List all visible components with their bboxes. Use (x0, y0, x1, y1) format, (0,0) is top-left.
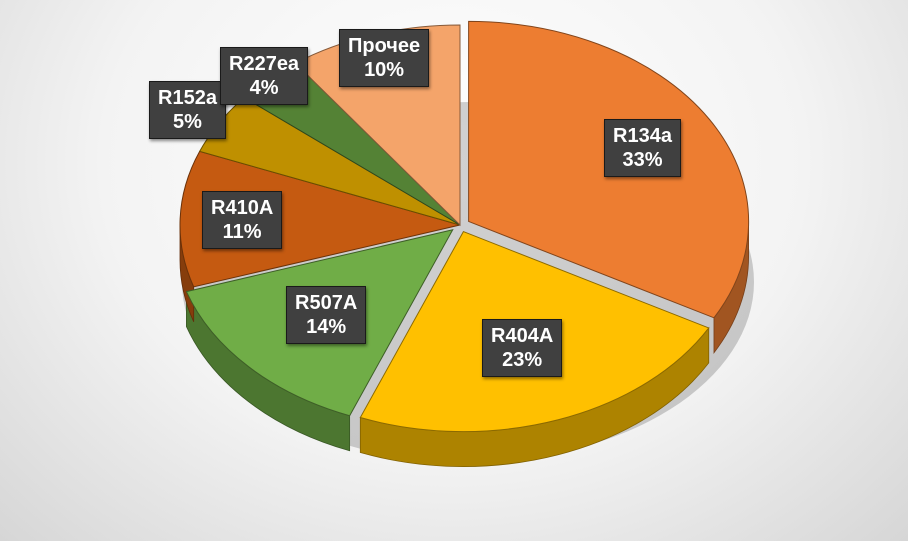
data-label-r152a: R152a 5% (149, 81, 226, 139)
data-label-value: 10% (364, 59, 405, 81)
data-label-category: R507A (295, 292, 358, 314)
data-label-r410a: R410A 11% (202, 191, 283, 249)
data-label-r507a: R507A 14% (286, 286, 367, 344)
data-label-category: Прочее (348, 35, 421, 57)
data-label-r134a: R134a 33% (604, 119, 681, 177)
data-label-value: 5% (173, 111, 202, 133)
slice-r410a (179, 150, 461, 288)
data-label-r404a: R404A 23% (482, 319, 563, 377)
data-label-value: 23% (502, 349, 543, 371)
data-label-category: R410A (211, 197, 274, 219)
data-label-value: 33% (622, 149, 663, 171)
data-label-category: R134a (613, 125, 672, 147)
data-label-прочее: Прочее 10% (339, 29, 430, 87)
data-label-value: 4% (249, 77, 279, 99)
data-label-category: R152a (158, 87, 217, 109)
data-label-value: 14% (306, 316, 347, 338)
data-label-category: R227ea (229, 53, 300, 75)
data-label-category: R404A (491, 325, 554, 347)
data-label-value: 11% (222, 221, 262, 243)
data-label-r227ea: R227ea 4% (220, 47, 309, 105)
